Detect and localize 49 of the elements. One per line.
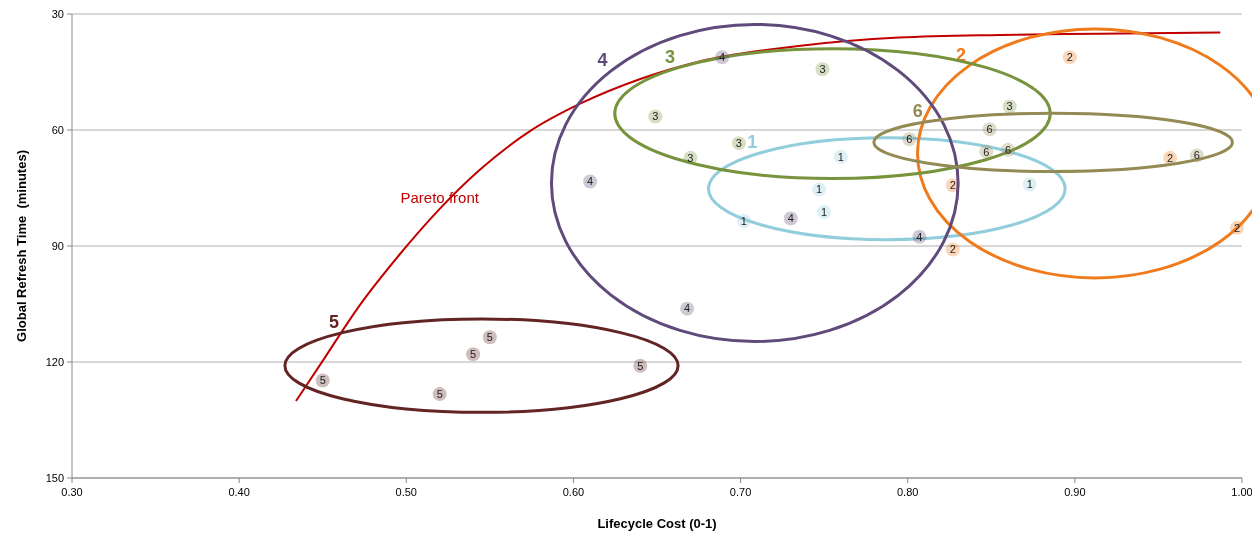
text: 6	[1193, 149, 1200, 162]
series-label: 5	[470, 348, 477, 361]
y-tick-label: 120	[45, 355, 64, 368]
text: 1	[821, 205, 828, 218]
text: 3	[735, 137, 742, 149]
x-tick-label: 0.60	[562, 486, 585, 498]
x-tick-label: 0.30	[61, 486, 83, 498]
line-series	[294, 31, 1222, 403]
text: 2	[1066, 51, 1073, 64]
text: 4	[597, 50, 608, 71]
text: 2	[949, 179, 956, 192]
text: 5	[319, 374, 326, 387]
x-tick-label: 0.80	[897, 486, 919, 498]
text: 1	[1026, 178, 1033, 191]
text: 3	[819, 63, 826, 76]
text: 5	[436, 387, 443, 400]
text: 3	[687, 151, 694, 164]
x-tick-label: 0.40	[228, 486, 250, 498]
text: 4	[587, 175, 594, 188]
text: 6	[983, 145, 990, 158]
y-tick-label: 60	[51, 123, 64, 136]
y-tick-label: 90	[51, 239, 64, 252]
x-tick-label: 0.90	[1064, 486, 1086, 498]
text: 5	[486, 331, 493, 344]
annotation: Pareto front	[400, 189, 480, 207]
text: 5	[328, 312, 339, 333]
text: 5	[637, 359, 644, 372]
y-tick-label: 30	[51, 7, 64, 20]
text: 4	[916, 230, 923, 243]
text: 6	[912, 101, 923, 122]
text: 4	[684, 302, 691, 315]
series-label: 1	[816, 183, 823, 196]
text: 3	[1006, 100, 1013, 113]
text: 1	[837, 150, 844, 163]
text: 2	[949, 243, 956, 256]
text: 4	[787, 212, 794, 225]
y-axis-title: Global Refresh Time (minutes)	[14, 150, 29, 342]
series-label: 3	[652, 110, 659, 123]
text: 1	[747, 132, 758, 153]
text: 6	[906, 133, 913, 146]
y-tick-label: 150	[45, 471, 64, 484]
x-tick-label: 0.70	[729, 486, 752, 498]
x-axis-title: Lifecycle Cost (0-1)	[597, 516, 717, 531]
x-tick-label: 0.50	[395, 486, 417, 498]
text: 3	[665, 47, 676, 68]
text: 1	[740, 214, 747, 227]
series-label: 6	[986, 123, 993, 136]
x-tick-label: 1.00	[1231, 486, 1253, 498]
text: 2	[1167, 151, 1174, 164]
